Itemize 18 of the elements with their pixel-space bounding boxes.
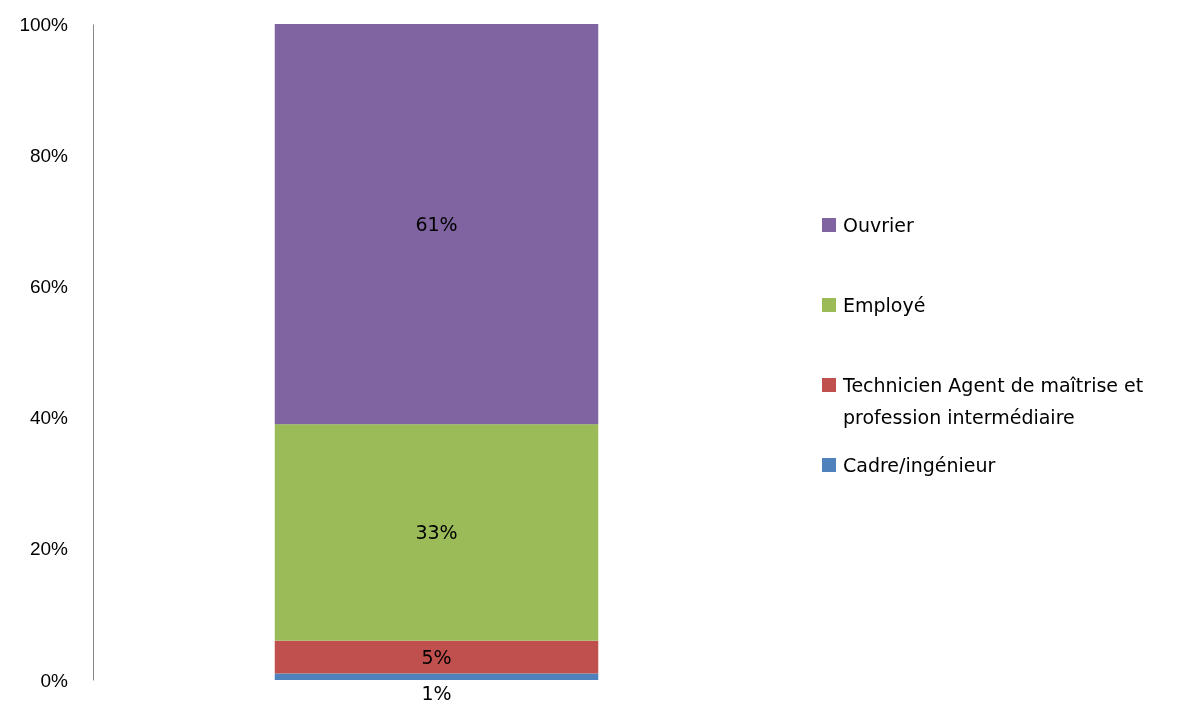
data-label: 5% (421, 645, 452, 668)
bar (274, 424, 599, 641)
data-label: 33% (415, 521, 458, 544)
legend-label: Technicien Agent de maîtrise et profession intermédiaire (842, 373, 1144, 428)
y-tick-label: 20% (29, 538, 69, 560)
y-tick-label: 60% (29, 275, 69, 297)
bar (274, 640, 599, 674)
bar (274, 673, 599, 680)
y-tick-label: 100% (19, 13, 69, 35)
data-label: 1% (421, 681, 452, 704)
legend-label: Employé (843, 293, 926, 316)
legend-label: Ouvrier (843, 213, 915, 236)
legend-label: Cadre/ingénieur (843, 453, 996, 476)
bar (274, 24, 599, 425)
data-label: 61% (415, 212, 458, 235)
y-tick-label: 40% (29, 407, 69, 429)
y-tick-label: 0% (40, 669, 69, 691)
y-tick-label: 80% (29, 144, 69, 166)
